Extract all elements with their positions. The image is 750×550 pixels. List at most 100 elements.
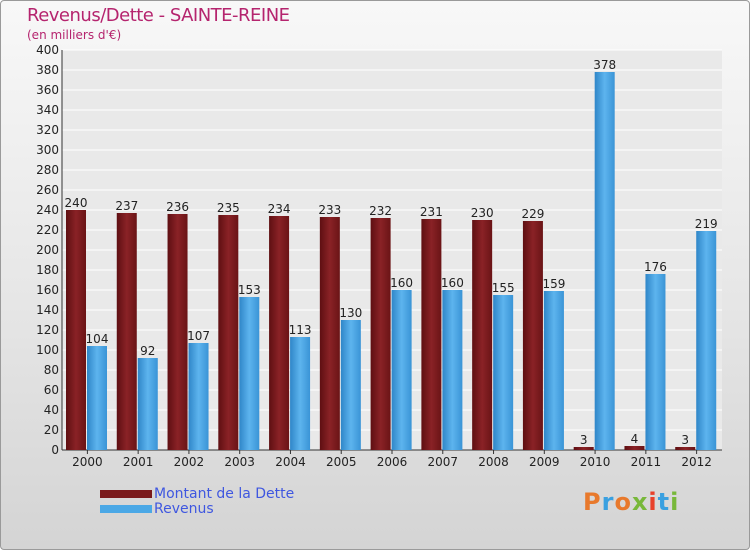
x-tick-label: 2002 bbox=[174, 455, 205, 469]
x-tick-label: 2007 bbox=[427, 455, 458, 469]
x-tick-label: 2001 bbox=[123, 455, 154, 469]
bar-dette bbox=[66, 210, 86, 450]
bar-dette bbox=[116, 213, 137, 450]
y-tick-label: 320 bbox=[36, 123, 59, 137]
chart-subtitle: (en milliers d'€) bbox=[27, 28, 122, 42]
bar-revenus bbox=[188, 343, 209, 450]
x-tick-label: 2005 bbox=[326, 455, 357, 469]
data-label: 176 bbox=[644, 260, 667, 274]
bar-dette bbox=[218, 215, 239, 450]
bar-revenus bbox=[239, 297, 260, 450]
bar-revenus bbox=[543, 291, 564, 450]
y-tick-label: 180 bbox=[36, 263, 59, 277]
data-label: 153 bbox=[238, 283, 261, 297]
data-label: 236 bbox=[166, 200, 189, 214]
x-tick-label: 2008 bbox=[478, 455, 509, 469]
y-tick-label: 60 bbox=[44, 383, 59, 397]
bar-revenus bbox=[594, 72, 615, 450]
bar-dette bbox=[522, 221, 543, 450]
x-tick-label: 2000 bbox=[72, 455, 103, 469]
y-tick-label: 360 bbox=[36, 83, 59, 97]
data-label: 160 bbox=[390, 276, 413, 290]
y-tick-label: 100 bbox=[36, 343, 59, 357]
x-tick-label: 2003 bbox=[224, 455, 255, 469]
data-label: 3 bbox=[580, 433, 588, 447]
data-label: 237 bbox=[115, 199, 138, 213]
x-tick-label: 2010 bbox=[580, 455, 611, 469]
data-label: 240 bbox=[65, 196, 88, 210]
bar-revenus bbox=[696, 231, 717, 450]
bar-dette bbox=[167, 214, 188, 450]
data-label: 160 bbox=[441, 276, 464, 290]
y-tick-label: 0 bbox=[51, 443, 59, 457]
logo-letter: i bbox=[670, 488, 680, 516]
data-label: 3 bbox=[681, 433, 689, 447]
bar-revenus bbox=[290, 337, 311, 450]
data-label: 231 bbox=[420, 205, 443, 219]
data-label: 159 bbox=[542, 277, 565, 291]
bar-revenus bbox=[645, 274, 666, 450]
y-tick-label: 200 bbox=[36, 243, 59, 257]
data-label: 232 bbox=[369, 204, 392, 218]
y-tick-label: 240 bbox=[36, 203, 59, 217]
data-label: 378 bbox=[593, 58, 616, 72]
proxiti-logo: Proxiti bbox=[583, 488, 679, 516]
logo-letter: P bbox=[583, 488, 602, 516]
bar-dette bbox=[421, 219, 442, 450]
bar-dette bbox=[370, 218, 391, 450]
y-tick-label: 260 bbox=[36, 183, 59, 197]
y-tick-label: 160 bbox=[36, 283, 59, 297]
y-tick-label: 80 bbox=[44, 363, 59, 377]
data-label: 234 bbox=[268, 202, 291, 216]
x-tick-label: 2009 bbox=[529, 455, 560, 469]
x-tick-label: 2011 bbox=[631, 455, 662, 469]
bar-revenus bbox=[340, 320, 361, 450]
data-label: 4 bbox=[631, 432, 639, 446]
bar-dette bbox=[319, 217, 340, 450]
data-label: 107 bbox=[187, 329, 210, 343]
y-tick-label: 220 bbox=[36, 223, 59, 237]
bar-dette bbox=[472, 220, 493, 450]
data-label: 130 bbox=[339, 306, 362, 320]
y-tick-label: 120 bbox=[36, 323, 59, 337]
logo-letter: r bbox=[601, 488, 615, 516]
y-tick-label: 340 bbox=[36, 103, 59, 117]
data-label: 219 bbox=[695, 217, 718, 231]
logo-letter: x bbox=[631, 488, 649, 516]
bar-revenus bbox=[137, 358, 158, 450]
bar-revenus bbox=[391, 290, 412, 450]
legend-label-revenus: Revenus bbox=[154, 501, 214, 517]
legend-swatch-dette bbox=[100, 490, 152, 498]
legend-swatch-revenus bbox=[100, 505, 152, 513]
data-label: 155 bbox=[492, 281, 515, 295]
y-tick-label: 140 bbox=[36, 303, 59, 317]
y-tick-label: 20 bbox=[44, 423, 59, 437]
data-label: 233 bbox=[318, 203, 341, 217]
y-tick-label: 40 bbox=[44, 403, 59, 417]
bar-dette bbox=[269, 216, 290, 450]
x-tick-label: 2004 bbox=[275, 455, 306, 469]
y-tick-label: 300 bbox=[36, 143, 59, 157]
bar-revenus bbox=[442, 290, 463, 450]
bar-dette bbox=[624, 446, 645, 450]
bar-revenus bbox=[87, 346, 107, 450]
data-label: 230 bbox=[471, 206, 494, 220]
y-tick-label: 400 bbox=[36, 43, 59, 57]
x-tick-label: 2006 bbox=[377, 455, 408, 469]
logo-letter: t bbox=[657, 488, 671, 516]
y-tick-label: 380 bbox=[36, 63, 59, 77]
x-tick-label: 2012 bbox=[681, 455, 712, 469]
logo-letter: i bbox=[648, 488, 658, 516]
data-label: 235 bbox=[217, 201, 240, 215]
bar-dette bbox=[573, 447, 594, 450]
data-label: 104 bbox=[86, 332, 109, 346]
data-label: 229 bbox=[521, 207, 544, 221]
data-label: 113 bbox=[289, 323, 312, 337]
bar-revenus bbox=[493, 295, 514, 450]
chart-title: Revenus/Dette - SAINTE-REINE bbox=[27, 5, 290, 26]
logo-letter: o bbox=[614, 488, 632, 516]
bar-dette bbox=[675, 447, 696, 450]
legend-label-dette: Montant de la Dette bbox=[154, 486, 295, 502]
data-label: 92 bbox=[140, 344, 155, 358]
